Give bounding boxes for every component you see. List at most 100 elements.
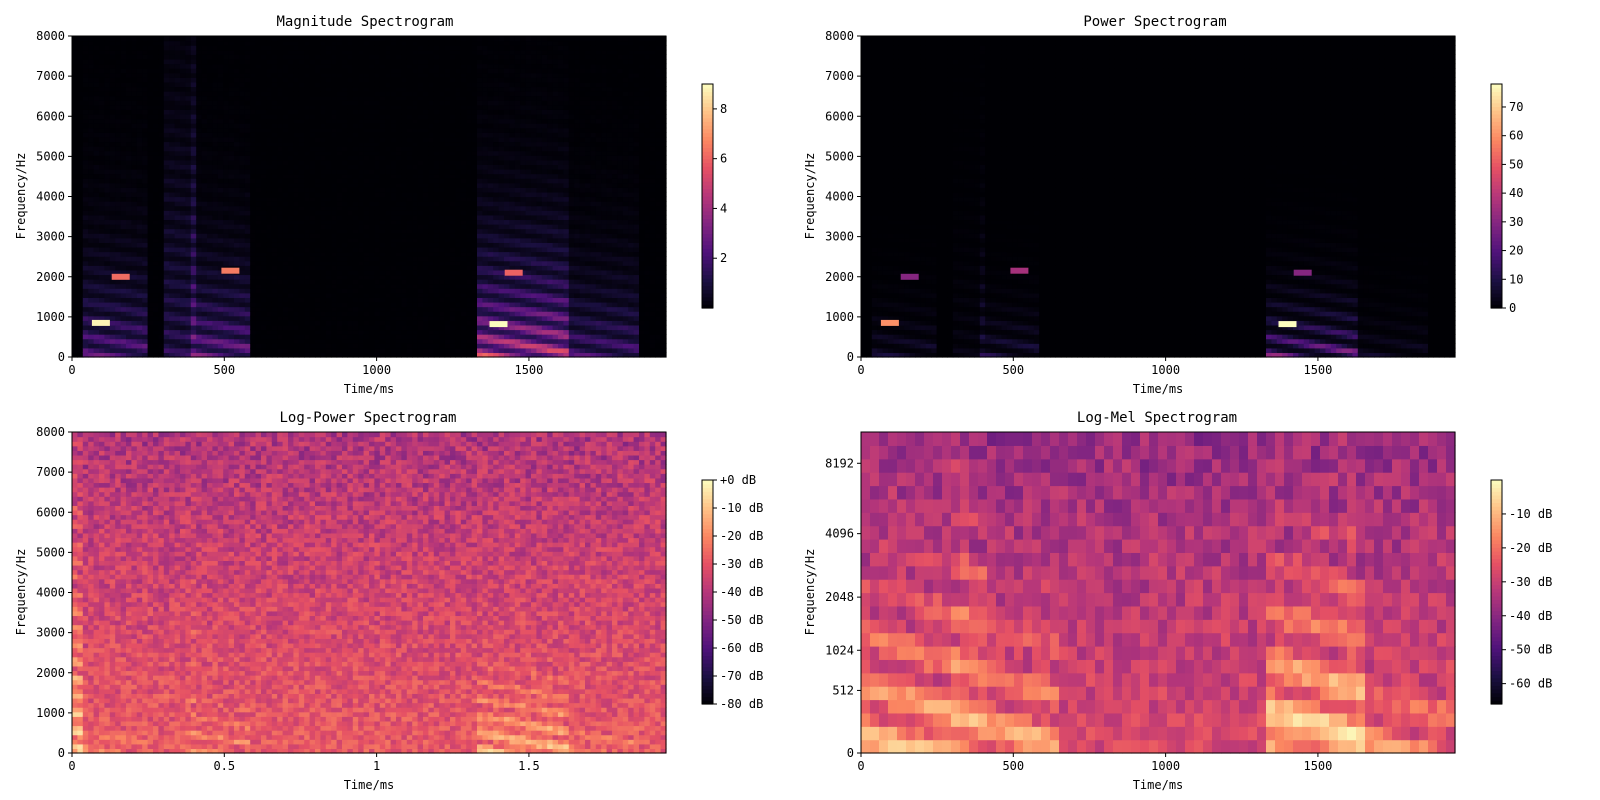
magnitude-cell xyxy=(223,119,229,124)
magnitude-cell xyxy=(320,119,326,124)
magnitude-cell xyxy=(434,348,440,353)
magnitude-cell xyxy=(342,146,348,151)
magnitude-cell xyxy=(418,105,424,110)
magnitude-cell xyxy=(245,68,251,73)
magnitude-cell xyxy=(137,233,143,238)
magnitude-cell xyxy=(142,141,148,146)
magnitude-cell xyxy=(131,119,137,124)
magnitude-cell xyxy=(180,274,186,279)
magnitude-cell xyxy=(245,86,251,91)
magnitude-cell xyxy=(94,137,100,142)
magnitude-cell xyxy=(369,279,375,284)
magnitude-cell xyxy=(347,155,353,160)
magnitude-cell xyxy=(288,233,294,238)
magnitude-cell xyxy=(256,36,262,41)
magnitude-cell xyxy=(207,109,213,114)
magnitude-cell xyxy=(164,50,170,55)
magnitude-cell xyxy=(94,339,100,344)
magnitude-cell xyxy=(374,141,380,146)
magnitude-cell xyxy=(266,201,272,206)
magnitude-cell xyxy=(126,100,132,105)
magnitude-cell xyxy=(385,242,391,247)
magnitude-cell xyxy=(407,73,413,78)
magnitude-cell xyxy=(304,77,310,82)
magnitude-cell xyxy=(374,91,380,96)
magnitude-cell xyxy=(261,284,267,289)
magnitude-cell xyxy=(126,238,132,243)
magnitude-cell xyxy=(169,174,175,179)
magnitude-cell xyxy=(347,59,353,64)
magnitude-cell xyxy=(369,132,375,137)
magnitude-cell xyxy=(169,192,175,197)
magnitude-cell xyxy=(153,109,159,114)
magnitude-cell xyxy=(104,233,110,238)
magnitude-cell xyxy=(126,50,132,55)
magnitude-cell xyxy=(266,68,272,73)
magnitude-cell xyxy=(72,50,78,55)
magnitude-cell xyxy=(245,265,251,270)
magnitude-cell xyxy=(137,334,143,339)
magnitude-cell xyxy=(374,164,380,169)
magnitude-cell xyxy=(202,256,208,261)
magnitude-cell xyxy=(396,320,402,325)
magnitude-cell xyxy=(148,164,154,169)
magnitude-cell xyxy=(196,320,202,325)
magnitude-cell xyxy=(137,224,143,229)
magnitude-cell xyxy=(196,77,202,82)
magnitude-cell xyxy=(196,146,202,151)
magnitude-cell xyxy=(401,151,407,156)
magnitude-cell xyxy=(77,82,83,87)
magnitude-cell xyxy=(77,233,83,238)
magnitude-cell xyxy=(358,270,364,275)
magnitude-cell xyxy=(445,256,451,261)
magnitude-cell xyxy=(88,146,94,151)
magnitude-cell xyxy=(293,265,299,270)
magnitude-cell xyxy=(142,137,148,142)
magnitude-cell xyxy=(385,54,391,59)
magnitude-cell xyxy=(245,316,251,321)
magnitude-cell xyxy=(256,233,262,238)
magnitude-cell xyxy=(380,178,386,183)
magnitude-cell xyxy=(396,68,402,73)
magnitude-cell xyxy=(126,160,132,165)
magnitude-cell xyxy=(277,73,283,78)
magnitude-cell xyxy=(104,169,110,174)
magnitude-cell xyxy=(310,242,316,247)
magnitude-cell xyxy=(131,178,137,183)
magnitude-cell xyxy=(391,183,397,188)
magnitude-cell xyxy=(380,146,386,151)
magnitude-cell xyxy=(142,339,148,344)
magnitude-cell xyxy=(391,192,397,197)
magnitude-cell xyxy=(369,247,375,252)
magnitude-cell xyxy=(272,325,278,330)
magnitude-cell xyxy=(88,155,94,160)
magnitude-cell xyxy=(374,197,380,202)
magnitude-cell xyxy=(326,137,332,142)
magnitude-cell xyxy=(401,238,407,243)
magnitude-cell xyxy=(104,119,110,124)
magnitude-cell xyxy=(191,316,197,321)
magnitude-cell xyxy=(407,41,413,46)
magnitude-cell xyxy=(272,137,278,142)
magnitude-cell xyxy=(180,242,186,247)
magnitude-cell xyxy=(380,307,386,312)
magnitude-cell xyxy=(385,50,391,55)
magnitude-cell xyxy=(131,54,137,59)
magnitude-cell xyxy=(445,210,451,215)
magnitude-cell xyxy=(364,247,370,252)
magnitude-cell xyxy=(104,329,110,334)
magnitude-cell xyxy=(428,36,434,41)
magnitude-cell xyxy=(137,174,143,179)
magnitude-cell xyxy=(115,187,121,192)
magnitude-cell xyxy=(148,229,154,234)
magnitude-cell xyxy=(180,41,186,46)
magnitude-cell xyxy=(121,68,127,73)
magnitude-cell xyxy=(142,293,148,298)
magnitude-cell xyxy=(83,206,89,211)
magnitude-cell xyxy=(418,274,424,279)
magnitude-cell xyxy=(418,302,424,307)
magnitude-cell xyxy=(185,141,191,146)
magnitude-cell xyxy=(175,325,181,330)
magnitude-cell xyxy=(180,146,186,151)
magnitude-cell xyxy=(153,68,159,73)
